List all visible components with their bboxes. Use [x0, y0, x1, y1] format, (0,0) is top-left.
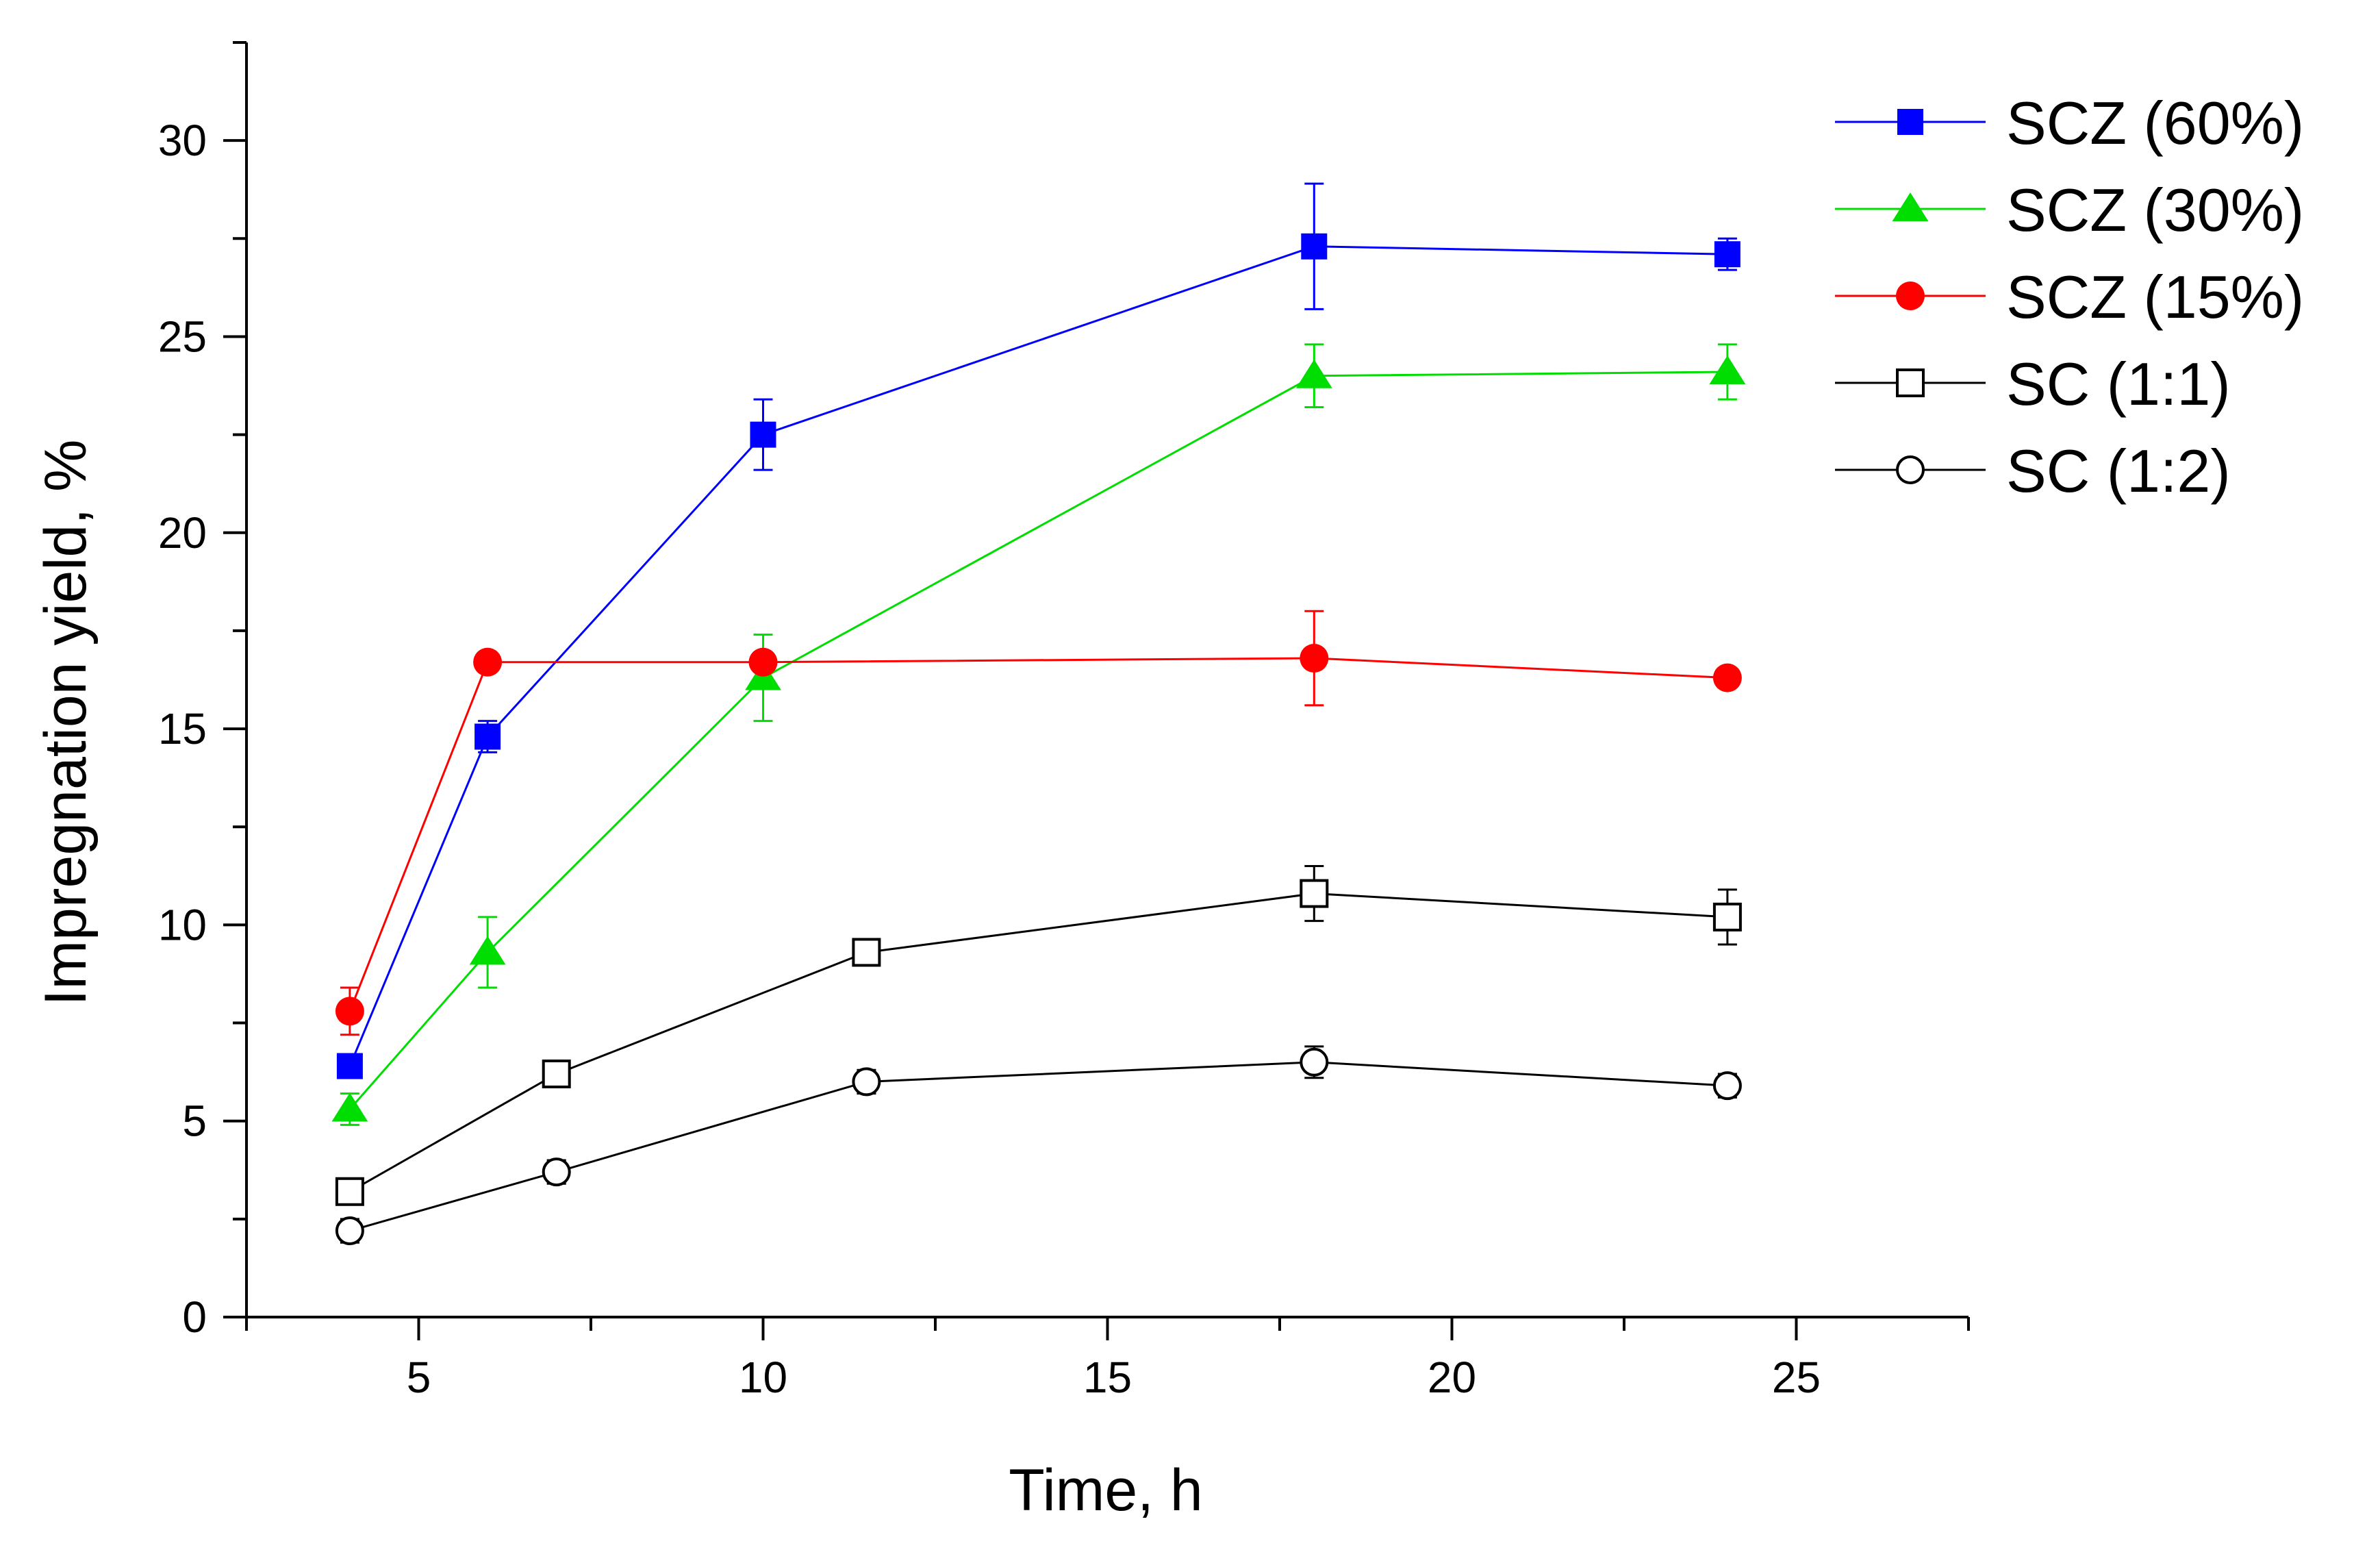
data-point — [1300, 1047, 1329, 1077]
axes: 5 10 15 20 25 0 5 10 15 20 25 30 — [158, 41, 1970, 1402]
data-point — [1712, 1071, 1742, 1101]
legend-label: SCZ (15%) — [2006, 263, 2304, 331]
data-point — [469, 936, 506, 965]
legend-marker — [1896, 281, 1925, 310]
legend-item-1: SCZ (30%) — [1835, 176, 2304, 244]
data-point — [1300, 644, 1329, 673]
data-point — [750, 421, 776, 448]
plot-area — [331, 182, 1746, 1246]
data-point — [335, 1216, 364, 1246]
data-point — [748, 647, 778, 677]
x-tick-label: 15 — [1083, 1353, 1132, 1402]
data-point — [473, 647, 503, 677]
y-tick-label: 15 — [158, 704, 207, 753]
legend-item-0: SCZ (60%) — [1835, 89, 2304, 157]
data-point — [542, 1059, 571, 1088]
data-point — [542, 1157, 571, 1187]
data-point — [852, 938, 881, 967]
data-point — [1709, 355, 1746, 384]
x-tick-label: 10 — [739, 1353, 787, 1402]
data-point — [331, 1092, 368, 1122]
legend-label: SCZ (60%) — [2006, 89, 2304, 157]
legend-item-4: SC (1:2) — [1835, 437, 2231, 505]
series-line — [349, 657, 1727, 1012]
data-point — [335, 1177, 364, 1206]
data-point — [335, 997, 364, 1026]
legend-item-3: SC (1:1) — [1835, 350, 2231, 418]
legend-marker — [1892, 192, 1929, 221]
series-3 — [335, 864, 1742, 1206]
y-tick-label: 10 — [158, 900, 207, 949]
legend-marker — [1896, 368, 1925, 397]
data-point — [1300, 879, 1329, 908]
x-tick-label: 20 — [1428, 1353, 1476, 1402]
legend-marker — [1896, 455, 1925, 484]
series-2 — [335, 610, 1742, 1036]
legend: SCZ (60%) SCZ (30%) SCZ (15%) SC (1:1) SC (1… — [1835, 89, 2304, 505]
data-point — [336, 1053, 363, 1079]
legend-marker — [1897, 109, 1923, 135]
x-tick-label: 5 — [407, 1353, 431, 1402]
data-point — [852, 1067, 881, 1097]
data-point — [474, 723, 501, 750]
series-1 — [331, 343, 1746, 1126]
y-tick-label: 25 — [158, 312, 207, 361]
data-point — [1301, 233, 1328, 260]
x-tick-label: 25 — [1772, 1353, 1821, 1402]
series-line — [349, 371, 1727, 1110]
y-tick-label: 0 — [182, 1292, 207, 1342]
legend-label: SCZ (30%) — [2006, 176, 2304, 244]
legend-label: SC (1:2) — [2006, 437, 2231, 505]
legend-item-2: SCZ (15%) — [1835, 263, 2304, 331]
series-0 — [336, 182, 1740, 1079]
series-line — [349, 245, 1727, 1067]
x-axis-title: Time, h — [1009, 1457, 1203, 1523]
y-tick-label: 5 — [182, 1097, 207, 1146]
y-axis-title: Impregnation yield, % — [33, 440, 99, 1006]
data-point — [1714, 241, 1740, 268]
y-tick-label: 30 — [158, 116, 207, 165]
legend-label: SC (1:1) — [2006, 350, 2231, 418]
series-line — [349, 892, 1727, 1193]
y-tick-label: 20 — [158, 508, 207, 558]
data-point — [1712, 663, 1742, 692]
series-4 — [335, 1045, 1742, 1246]
data-point — [1712, 902, 1742, 931]
data-point — [1295, 359, 1332, 388]
